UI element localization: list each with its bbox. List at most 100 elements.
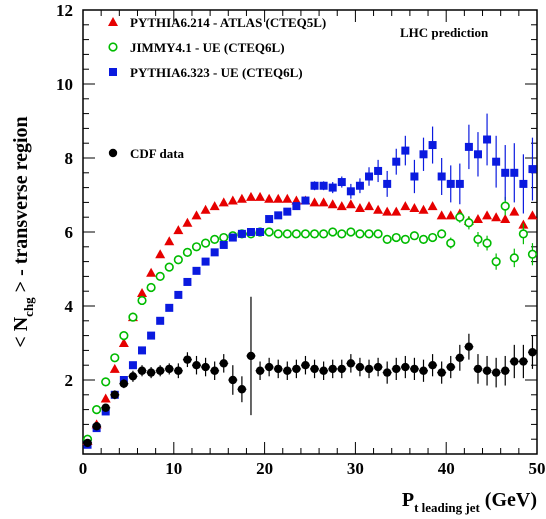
data-point — [382, 368, 392, 377]
data-point — [264, 362, 274, 372]
data-point — [392, 157, 401, 166]
data-point — [165, 303, 174, 312]
data-point — [256, 228, 265, 236]
chart-marks — [82, 113, 538, 449]
data-point — [364, 229, 374, 239]
data-point — [383, 179, 392, 188]
data-point — [436, 210, 447, 220]
data-point — [319, 229, 329, 239]
data-point — [510, 357, 519, 366]
data-point — [337, 229, 347, 239]
series-1 — [82, 196, 538, 444]
data-point — [419, 366, 428, 375]
data-point — [346, 359, 356, 368]
data-point — [219, 232, 229, 243]
data-point — [301, 361, 310, 370]
data-point — [410, 364, 419, 374]
data-point — [191, 210, 202, 220]
data-point — [156, 316, 165, 325]
data-point — [482, 210, 493, 220]
data-point — [373, 204, 384, 214]
data-point — [482, 366, 492, 375]
data-point — [346, 187, 355, 196]
y-tick-label: 12 — [56, 1, 73, 20]
legend-label: CDF data — [130, 146, 185, 161]
data-point — [491, 257, 501, 267]
data-point — [255, 366, 265, 375]
data-point — [182, 247, 193, 257]
data-point — [309, 197, 320, 207]
x-tick-label: 30 — [347, 459, 364, 478]
data-point — [409, 202, 420, 212]
data-point — [228, 375, 238, 385]
data-point — [128, 312, 138, 322]
data-point — [473, 234, 483, 244]
data-point — [174, 290, 183, 299]
data-point — [464, 342, 474, 351]
data-point — [428, 361, 437, 370]
data-point — [92, 422, 101, 431]
data-point — [391, 232, 401, 243]
data-point — [209, 201, 220, 211]
data-point — [445, 210, 456, 220]
data-point — [336, 201, 347, 211]
data-point — [237, 229, 246, 238]
series-0 — [82, 191, 538, 446]
data-point — [164, 262, 174, 272]
legend-marker — [108, 17, 118, 26]
data-point — [437, 172, 446, 181]
data-point — [255, 191, 266, 201]
data-point — [500, 201, 510, 211]
data-point — [218, 197, 229, 207]
legend-label: PYTHIA6.323 - UE (CTEQ6L) — [130, 65, 303, 80]
data-point — [301, 196, 310, 205]
data-point — [446, 179, 455, 188]
data-point — [219, 240, 228, 249]
data-point — [201, 362, 210, 372]
data-point — [146, 368, 156, 377]
data-point — [210, 248, 219, 257]
axis-tick-labels: 0 10 20 30 40 50 2 4 6 8 10 12 — [56, 1, 546, 478]
data-point — [509, 206, 520, 216]
data-point — [274, 211, 283, 220]
data-point — [138, 346, 147, 355]
data-point — [483, 135, 492, 144]
data-point — [118, 338, 129, 347]
data-point — [155, 271, 165, 282]
data-point — [210, 366, 219, 375]
data-point — [110, 353, 120, 363]
x-tick-label: 10 — [165, 459, 182, 478]
data-point — [428, 141, 437, 150]
legend-marker — [108, 42, 118, 52]
data-point — [283, 366, 292, 375]
data-point — [264, 193, 275, 203]
legend-entry: CDF data — [108, 146, 185, 161]
data-point — [83, 438, 92, 448]
data-point — [165, 364, 174, 374]
data-point — [437, 368, 446, 377]
data-point — [355, 362, 365, 372]
legend-label: PYTHIA6.214 - ATLAS (CTEQ5L) — [130, 15, 326, 30]
y-tick-label: 4 — [65, 297, 74, 316]
data-point — [237, 385, 247, 394]
data-point — [319, 366, 328, 375]
data-point — [219, 359, 228, 368]
data-point — [455, 353, 465, 362]
data-point — [283, 207, 292, 216]
y-axis-title-sub: chg — [21, 297, 36, 317]
data-point — [455, 179, 464, 188]
data-point — [164, 236, 175, 246]
data-point — [274, 364, 283, 374]
data-point — [100, 393, 111, 403]
legend-label: JIMMY4.1 - UE (CTEQ6L) — [130, 40, 285, 55]
data-point — [273, 229, 283, 239]
series-3 — [83, 296, 537, 448]
data-point — [200, 238, 211, 248]
data-point — [227, 195, 238, 205]
data-point — [292, 202, 301, 211]
data-point — [109, 363, 120, 373]
data-point — [519, 179, 528, 188]
data-point — [354, 202, 365, 212]
data-point — [437, 229, 447, 239]
